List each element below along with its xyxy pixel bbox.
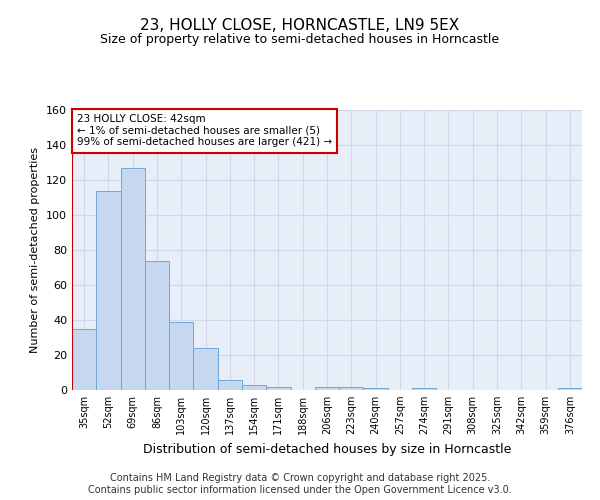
Bar <box>242 385 266 390</box>
Bar <box>339 386 364 390</box>
Bar <box>266 386 290 390</box>
Bar <box>558 388 582 390</box>
Bar <box>193 348 218 390</box>
Bar <box>145 260 169 390</box>
Bar <box>412 388 436 390</box>
Text: Contains HM Land Registry data © Crown copyright and database right 2025.
Contai: Contains HM Land Registry data © Crown c… <box>88 474 512 495</box>
Text: Size of property relative to semi-detached houses in Horncastle: Size of property relative to semi-detach… <box>100 32 500 46</box>
Bar <box>96 190 121 390</box>
Bar <box>218 380 242 390</box>
X-axis label: Distribution of semi-detached houses by size in Horncastle: Distribution of semi-detached houses by … <box>143 442 511 456</box>
Text: 23, HOLLY CLOSE, HORNCASTLE, LN9 5EX: 23, HOLLY CLOSE, HORNCASTLE, LN9 5EX <box>140 18 460 32</box>
Bar <box>169 322 193 390</box>
Bar <box>315 386 339 390</box>
Bar <box>121 168 145 390</box>
Y-axis label: Number of semi-detached properties: Number of semi-detached properties <box>31 147 40 353</box>
Bar <box>364 388 388 390</box>
Text: 23 HOLLY CLOSE: 42sqm
← 1% of semi-detached houses are smaller (5)
99% of semi-d: 23 HOLLY CLOSE: 42sqm ← 1% of semi-detac… <box>77 114 332 148</box>
Bar <box>72 329 96 390</box>
